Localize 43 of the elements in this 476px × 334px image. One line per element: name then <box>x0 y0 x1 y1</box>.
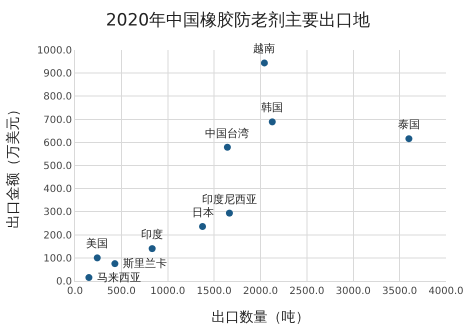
annotation: 马来西亚 <box>97 271 141 284</box>
point <box>85 274 92 282</box>
y-tick-label: 100.0 <box>43 253 72 264</box>
annotation: 韩国 <box>261 101 283 114</box>
annotation: 印度尼西亚 <box>202 193 257 206</box>
annotation: 越南 <box>253 42 275 55</box>
annotation: 印度 <box>141 228 163 241</box>
x-tick-label: 0.0 <box>67 286 83 297</box>
x-axis-title: 出口数量（吨） <box>212 309 310 326</box>
y-tick-label: 400.0 <box>43 184 72 196</box>
point <box>224 144 231 151</box>
x-tick-label: 3500.0 <box>382 286 418 297</box>
y-tick-label: 200.0 <box>43 230 72 242</box>
annotation: 美国 <box>86 237 108 250</box>
point <box>148 245 156 252</box>
annotation: 日本 <box>192 206 214 219</box>
point <box>405 135 412 142</box>
point <box>260 59 268 66</box>
y-tick-label: 500.0 <box>43 161 72 172</box>
x-tick-label: 1500.0 <box>196 286 232 297</box>
y-tick-label: 300.0 <box>43 207 72 218</box>
annotation: 斯里兰卡 <box>123 257 167 270</box>
point <box>226 210 233 217</box>
x-tick-label: 3000.0 <box>336 286 371 297</box>
y-tick-label: 0.0 <box>56 276 72 288</box>
x-tick-label: 1000.0 <box>150 286 186 297</box>
x-tick-label: 2500.0 <box>289 286 324 297</box>
y-tick-label: 600.0 <box>43 138 72 149</box>
y-axis-title: 出口金额（万美元） <box>6 102 22 228</box>
point <box>94 254 101 262</box>
y-tick-label: 800.0 <box>43 92 72 103</box>
annotation: 泰国 <box>398 118 420 131</box>
x-tick-label: 4000.0 <box>428 286 464 297</box>
y-tick-label: 700.0 <box>43 114 72 126</box>
x-tick-label: 2000.0 <box>243 286 278 297</box>
point <box>199 222 206 230</box>
y-tick-label: 1000.0 <box>37 46 72 56</box>
point <box>111 260 118 268</box>
y-tick-label: 900.0 <box>43 68 72 80</box>
point <box>268 118 276 126</box>
annotation: 中国台湾 <box>205 127 249 140</box>
chart-title: 2020年中国橡胶防老剂主要出口地 <box>106 10 370 30</box>
x-tick-label: 500.0 <box>107 286 136 297</box>
